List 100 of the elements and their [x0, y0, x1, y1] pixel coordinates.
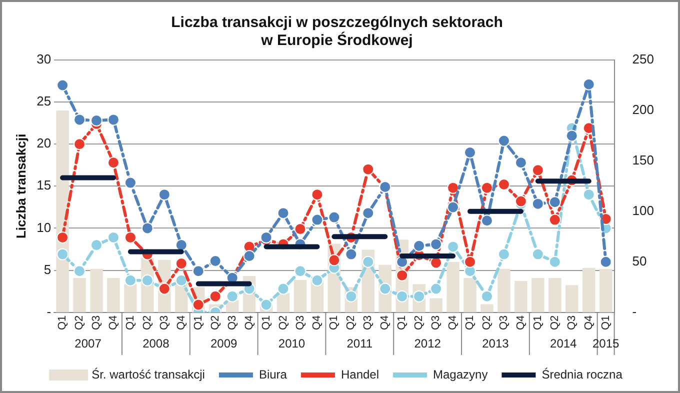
point: [532, 164, 544, 176]
point: [480, 290, 493, 302]
point: [209, 255, 222, 268]
bar: [464, 278, 476, 312]
legend-label: Śr. wartość transakcji: [92, 367, 205, 382]
x-tick-label: Q3: [90, 315, 103, 330]
point: [430, 282, 442, 295]
point: [56, 79, 69, 92]
point: [56, 248, 69, 260]
point: [328, 211, 340, 224]
point: [175, 258, 188, 270]
point: [141, 222, 154, 234]
x-tick-label: Q4: [311, 315, 324, 330]
point: [362, 256, 374, 268]
point: [413, 240, 426, 252]
text: 2013: [482, 336, 510, 350]
point: [90, 239, 103, 252]
point: [74, 138, 86, 150]
point: [192, 265, 204, 278]
point: [532, 248, 544, 260]
y-tick-label: 5: [44, 262, 52, 277]
y-tick-label: 20: [36, 136, 52, 151]
point: [124, 176, 136, 189]
point: [582, 78, 595, 90]
x-tick-label: Q1: [192, 315, 204, 330]
x-tick-label: Q2: [277, 315, 290, 330]
text: 2015: [592, 336, 620, 350]
text: 2009: [210, 336, 238, 350]
point: [498, 134, 510, 147]
text: 2010: [278, 336, 306, 350]
chart-title: Liczba transakcji w poszczególnych sektorach w Europie Środkowej: [171, 14, 503, 50]
y2-tick-label: 150: [632, 152, 654, 168]
point: [514, 156, 527, 169]
point: [548, 214, 561, 226]
point: [548, 256, 561, 268]
point: [141, 274, 154, 286]
x-tick-label: Q1: [532, 315, 544, 330]
point: [345, 248, 358, 260]
y2-tick-label: 50: [632, 253, 647, 268]
point: [124, 274, 136, 286]
y-tick-label: 15: [36, 178, 52, 193]
x-tick-label: Q3: [226, 315, 238, 330]
x-tick-label: Q1: [600, 315, 612, 330]
point: [548, 196, 561, 208]
point: [464, 146, 476, 159]
x-tick-label: Q3: [294, 315, 306, 330]
text: 2011: [346, 336, 373, 350]
bar: [514, 281, 528, 312]
x-tick-label: Q1: [396, 315, 408, 330]
bar: [446, 262, 460, 312]
point: [175, 239, 188, 252]
x-tick-label: Q1: [260, 315, 272, 330]
x-tick-label: Q4: [108, 315, 120, 330]
point: [532, 198, 544, 210]
point: [582, 188, 595, 201]
x-tick-label: Q4: [175, 315, 188, 330]
y-tick-label: -: [46, 304, 52, 319]
x-tick-label: Q2: [481, 315, 494, 330]
x-tick-label: Q4: [379, 315, 392, 330]
point: [447, 240, 460, 253]
point: [430, 238, 442, 250]
y2-tick-label: -: [632, 304, 637, 319]
point: [243, 250, 256, 262]
x-tick-label: Q2: [413, 315, 426, 330]
bar: [498, 268, 510, 312]
point: [566, 130, 578, 142]
point: [464, 256, 476, 268]
legend-label: Magazyny: [433, 367, 488, 382]
x-tick-label: Q2: [345, 315, 358, 330]
point: [74, 265, 86, 278]
point: [277, 207, 290, 220]
x-tick-label: Q4: [243, 315, 256, 330]
bar: [276, 293, 290, 312]
legend-label: Handel: [340, 367, 380, 382]
point: [600, 256, 612, 268]
x-tick-label: Q3: [430, 315, 442, 330]
legend-label: Biura: [258, 367, 288, 382]
point: [158, 188, 170, 201]
bar: [430, 298, 442, 312]
x-tick-label: Q3: [498, 315, 510, 330]
point: [107, 114, 120, 126]
point: [56, 231, 69, 244]
point: [514, 195, 527, 208]
point: [362, 163, 374, 176]
point: [447, 201, 460, 214]
x-tick-label: Q4: [514, 315, 527, 330]
point: [294, 265, 306, 278]
point: [311, 188, 324, 201]
point: [498, 248, 510, 260]
x-tick-label: Q2: [74, 315, 86, 330]
y-tick-label: 25: [36, 94, 52, 109]
point: [260, 298, 272, 311]
point: [175, 274, 188, 286]
x-tick-label: Q3: [362, 315, 374, 330]
point: [480, 182, 493, 194]
x-tick-label: Q3: [158, 315, 170, 330]
x-tick-label: Q1: [464, 315, 476, 330]
bar: [480, 304, 494, 312]
point: [226, 290, 238, 302]
x-tick-label: Q2: [209, 315, 222, 330]
